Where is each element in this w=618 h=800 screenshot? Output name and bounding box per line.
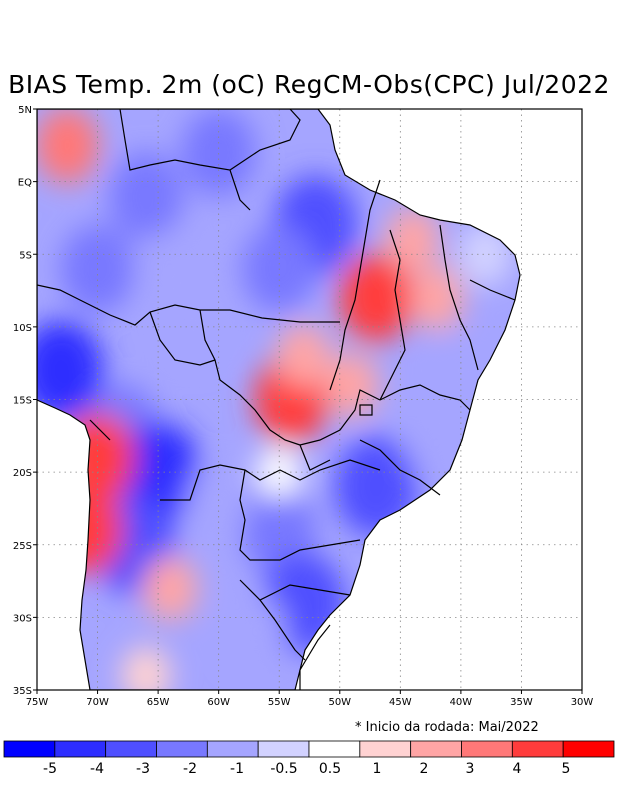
longitude-tick-label: 50W bbox=[328, 697, 351, 708]
latitude-tick-label: 30S bbox=[13, 613, 32, 624]
latitude-tick-label: 20S bbox=[13, 468, 32, 479]
bias-region bbox=[143, 556, 198, 621]
bias-region bbox=[162, 288, 227, 365]
run-start-note: * Inicio da rodada: Mai/2022 bbox=[355, 720, 539, 735]
longitude-tick-label: 40W bbox=[450, 697, 473, 708]
longitude-tick-label: 30W bbox=[571, 697, 594, 708]
bias-region bbox=[339, 253, 414, 342]
bias-region bbox=[181, 109, 256, 197]
longitude-tick-label: 65W bbox=[147, 697, 170, 708]
bias-region bbox=[37, 109, 100, 184]
bias-region bbox=[186, 463, 251, 540]
latitude-tick-label: 35S bbox=[13, 686, 32, 697]
longitude-tick-label: 35W bbox=[510, 697, 533, 708]
latitude-tick-label: 5N bbox=[18, 105, 32, 116]
bias-region bbox=[109, 152, 183, 241]
latitude-tick-label: 10S bbox=[13, 323, 32, 334]
bias-region bbox=[37, 320, 104, 421]
latitude-tick-labels: 5N EQ 5S 10S 15S 20S 25S 30S 35S bbox=[13, 105, 37, 697]
bias-region bbox=[138, 230, 203, 307]
longitude-tick-labels: 75W 70W 65W 60W 55W 50W 45W 40W 35W 30W bbox=[26, 690, 594, 708]
bias-region bbox=[276, 323, 331, 388]
longitude-tick-label: 70W bbox=[86, 697, 109, 708]
map-title: BIAS Temp. 2m (oC) RegCM-Obs(CPC) Jul/20… bbox=[8, 70, 610, 99]
bias-region bbox=[324, 352, 379, 417]
latitude-tick-label: EQ bbox=[18, 178, 32, 189]
latitude-tick-label: 25S bbox=[13, 541, 32, 552]
bias-region bbox=[121, 646, 171, 690]
longitude-tick-label: 60W bbox=[207, 697, 230, 708]
longitude-tick-label: 45W bbox=[389, 697, 412, 708]
longitude-tick-label: 75W bbox=[26, 697, 49, 708]
country-state-borders bbox=[37, 109, 521, 690]
latitude-tick-label: 15S bbox=[13, 396, 32, 407]
longitude-tick-label: 55W bbox=[268, 697, 291, 708]
bias-region bbox=[242, 486, 317, 575]
bias-region bbox=[409, 265, 464, 330]
bias-region bbox=[223, 593, 287, 670]
latitude-tick-label: 5S bbox=[19, 250, 32, 261]
